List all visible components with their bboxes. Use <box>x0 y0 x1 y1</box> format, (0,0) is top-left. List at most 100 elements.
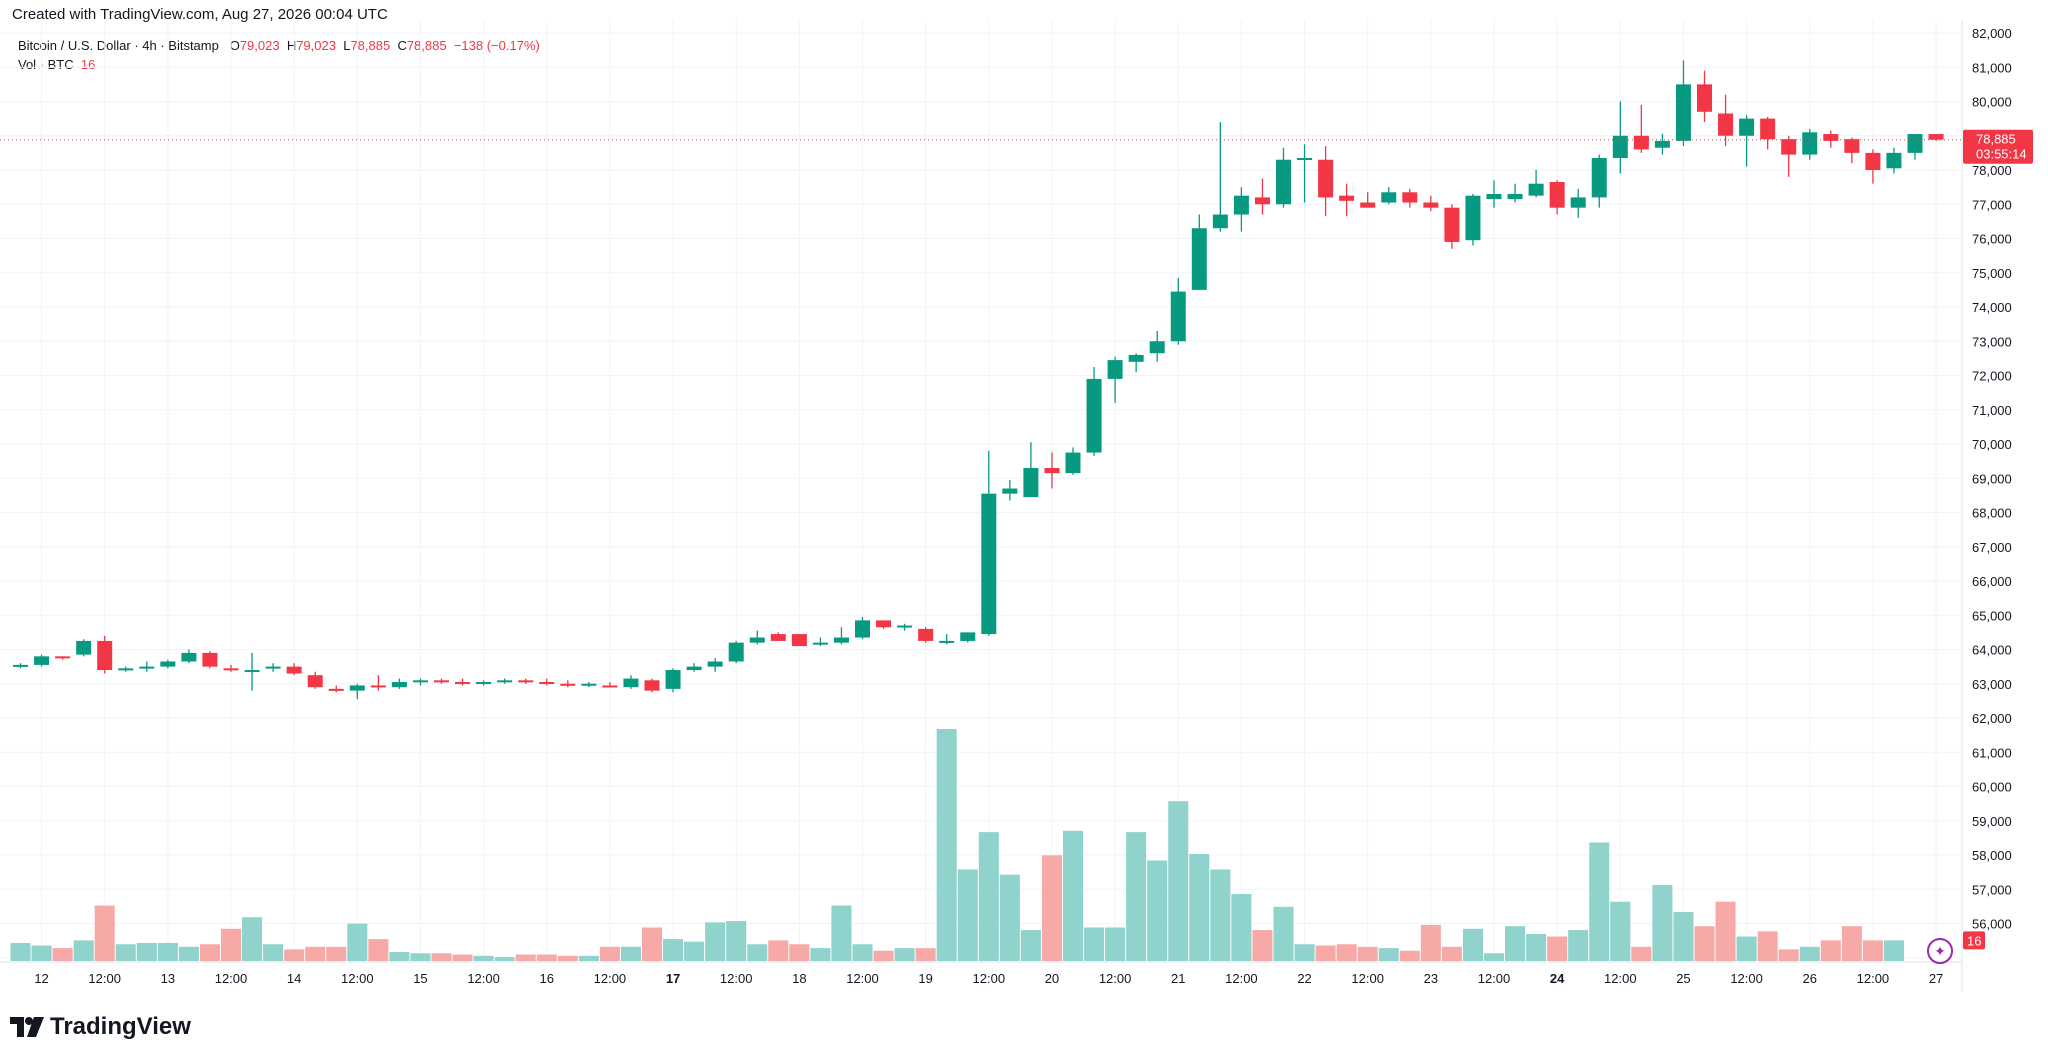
x-tick-label: 12:00 <box>1478 971 1511 986</box>
symbol-label[interactable]: Bitcoin / U.S. Dollar · 4h · Bitstamp <box>18 38 219 53</box>
candle-body <box>644 680 660 691</box>
change-value: −138 (−0.17%) <box>453 38 540 53</box>
volume-bar <box>1736 936 1757 961</box>
candle-body <box>497 680 513 683</box>
y-tick-label: 56,000 <box>1972 917 2012 932</box>
x-tick-label: 12:00 <box>1099 971 1132 986</box>
candle-body <box>160 661 176 667</box>
x-tick-label: 23 <box>1424 971 1438 986</box>
volume-bar <box>768 940 789 961</box>
y-tick-label: 69,000 <box>1972 471 2012 486</box>
candle-body <box>1591 158 1607 198</box>
y-tick-label: 67,000 <box>1972 540 2012 555</box>
volume-bar <box>641 927 663 961</box>
candle-body <box>1339 195 1355 201</box>
volume-bar <box>347 923 368 961</box>
volume-bar <box>684 941 705 961</box>
volume-bar <box>747 944 768 961</box>
volume-bar <box>1799 946 1820 961</box>
candle-body <box>1802 132 1818 155</box>
candle-body <box>1654 140 1670 148</box>
volume-bar <box>957 869 978 961</box>
y-tick-label: 61,000 <box>1972 745 2012 760</box>
volume-bar <box>1441 946 1462 961</box>
volume-bar <box>389 951 410 961</box>
volume-bar <box>94 905 115 961</box>
high-label: H <box>286 38 297 53</box>
volume-bar <box>894 948 915 961</box>
volume-bar <box>136 942 157 961</box>
volume-bar <box>915 948 936 961</box>
candle-body <box>1549 181 1565 208</box>
volume-bar <box>536 954 557 961</box>
flash-icon[interactable]: ✦ <box>1927 938 1953 964</box>
candle-body <box>370 685 386 688</box>
candle-body <box>1360 202 1376 208</box>
open-label: O <box>229 38 240 53</box>
candle-body <box>1423 202 1439 208</box>
y-tick-label: 80,000 <box>1972 95 2012 110</box>
volume-bar <box>305 946 326 961</box>
candle-body <box>1781 139 1797 155</box>
volume-bar <box>1168 801 1189 961</box>
volume-bar <box>284 949 305 961</box>
volume-bar <box>1841 926 1862 961</box>
volume-value: 16 <box>80 57 96 72</box>
candle-body <box>1507 193 1523 200</box>
close-label: C <box>397 38 407 53</box>
volume-bar <box>242 917 263 961</box>
candle-body <box>876 620 892 628</box>
candle-body <box>55 656 71 659</box>
volume-bar <box>936 729 957 961</box>
candle-body <box>1002 488 1018 494</box>
volume-bar <box>1883 940 1904 961</box>
y-tick-label: 64,000 <box>1972 643 2012 658</box>
candle-body <box>1928 134 1944 140</box>
candle-body <box>1318 159 1334 198</box>
volume-badge <box>1963 931 1985 950</box>
candle-body <box>1212 214 1228 229</box>
candle-body <box>855 620 870 638</box>
candle-body <box>1191 228 1207 290</box>
brand-name: TradingView <box>50 1013 191 1040</box>
candle-body <box>1570 197 1586 208</box>
candle-body <box>1486 193 1502 200</box>
volume-bar <box>178 946 199 961</box>
volume-bar <box>1062 830 1084 961</box>
candle-body <box>1086 378 1102 453</box>
x-tick-label: 21 <box>1171 971 1185 986</box>
volume-bar <box>1610 901 1631 961</box>
volume-bar <box>515 954 536 961</box>
candle-body <box>97 640 113 671</box>
volume-bar <box>1315 945 1336 961</box>
candle-body <box>1065 452 1081 474</box>
candle-body <box>265 666 281 669</box>
candle-body <box>770 634 786 641</box>
candle-body <box>1297 158 1313 161</box>
volume-bar <box>705 922 726 961</box>
volume-bar <box>115 944 136 961</box>
candle-body <box>686 666 702 671</box>
y-tick-label: 66,000 <box>1972 574 2012 589</box>
volume-bar <box>220 928 242 961</box>
volume-bar <box>1357 946 1378 961</box>
x-tick-label: 12:00 <box>846 971 879 986</box>
volume-bar <box>599 946 620 961</box>
low-value: 78,885 <box>350 38 391 53</box>
volume-bar <box>1273 906 1294 961</box>
candle-body <box>76 640 92 655</box>
volume-bar <box>1210 869 1231 961</box>
x-tick-label: 12:00 <box>467 971 500 986</box>
volume-bar <box>431 953 452 961</box>
y-tick-label: 71,000 <box>1972 403 2012 418</box>
volume-bar <box>31 945 52 961</box>
close-value: 78,885 <box>406 38 447 53</box>
tradingview-mark-icon <box>10 1017 44 1037</box>
volume-bar <box>873 950 894 961</box>
y-tick-label: 65,000 <box>1972 608 2012 623</box>
volume-label[interactable]: Vol · BTC <box>18 57 74 72</box>
y-tick-label: 58,000 <box>1972 848 2012 863</box>
volume-bar <box>852 944 873 961</box>
y-tick-label: 75,000 <box>1972 266 2012 281</box>
